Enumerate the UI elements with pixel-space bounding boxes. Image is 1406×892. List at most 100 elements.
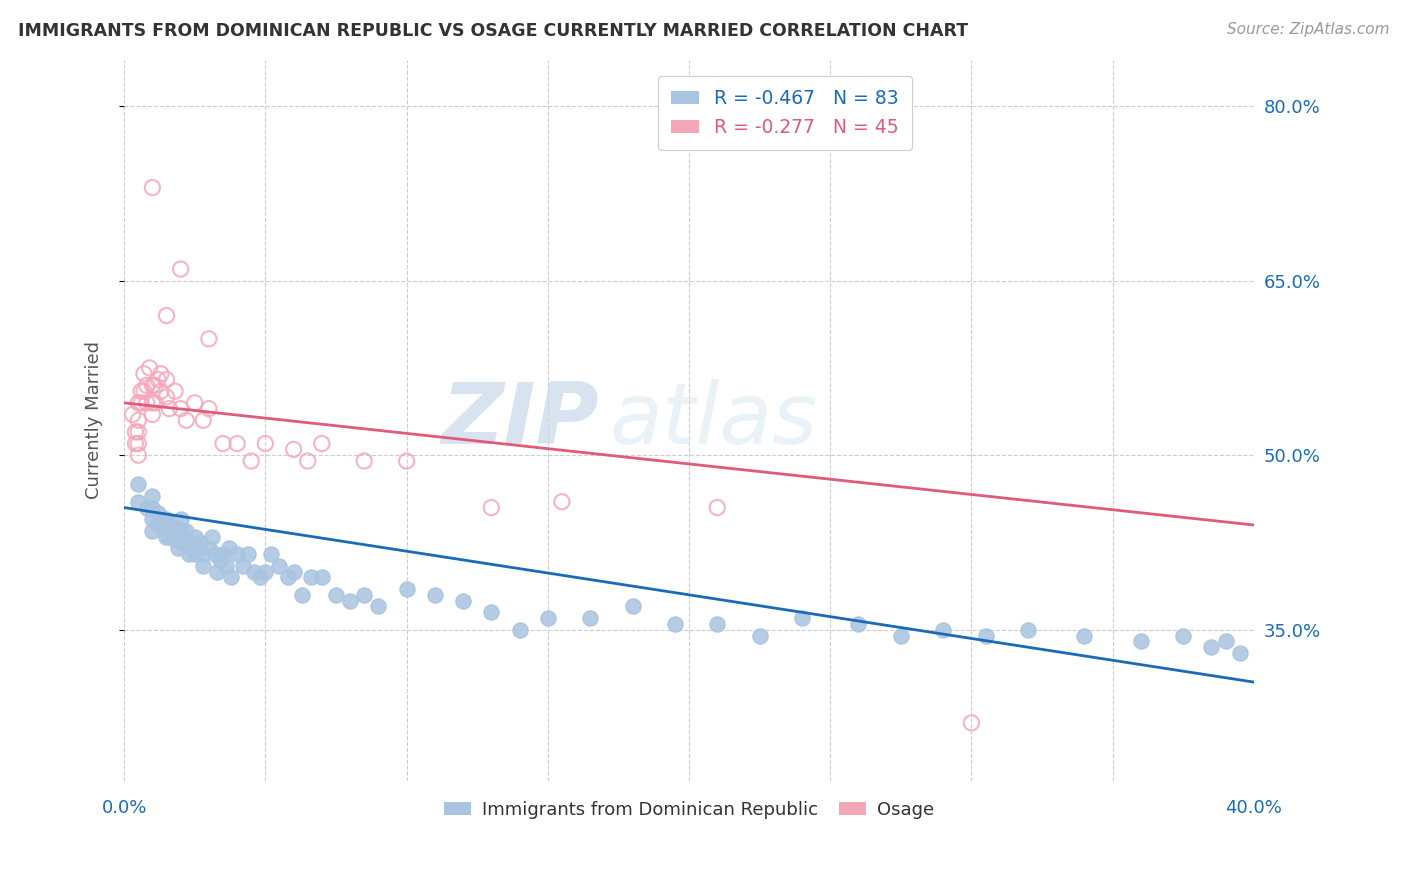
Text: ZIP: ZIP	[441, 379, 599, 462]
Point	[127, 413, 149, 427]
Point	[127, 425, 149, 439]
Point	[932, 623, 955, 637]
Point	[146, 507, 169, 521]
Point	[509, 623, 531, 637]
Point	[141, 396, 163, 410]
Point	[193, 413, 215, 427]
Legend: Immigrants from Dominican Republic, Osage: Immigrants from Dominican Republic, Osag…	[436, 794, 942, 826]
Point	[127, 396, 149, 410]
Point	[277, 570, 299, 584]
Point	[367, 599, 389, 614]
Point	[132, 367, 155, 381]
Point	[254, 436, 277, 450]
Point	[127, 494, 149, 508]
Point	[960, 715, 983, 730]
Point	[141, 489, 163, 503]
Point	[198, 541, 221, 556]
Point	[1215, 634, 1237, 648]
Point	[706, 616, 728, 631]
Point	[152, 512, 174, 526]
Point	[174, 413, 197, 427]
Point	[127, 448, 149, 462]
Point	[299, 570, 322, 584]
Point	[184, 547, 207, 561]
Point	[152, 524, 174, 538]
Point	[169, 524, 191, 538]
Point	[163, 384, 186, 399]
Point	[249, 570, 271, 584]
Point	[129, 384, 152, 399]
Point	[169, 512, 191, 526]
Point	[353, 588, 375, 602]
Point	[479, 605, 502, 619]
Point	[238, 547, 260, 561]
Point	[218, 541, 240, 556]
Point	[184, 530, 207, 544]
Point	[254, 565, 277, 579]
Point	[848, 616, 870, 631]
Point	[198, 401, 221, 416]
Point	[157, 518, 180, 533]
Point	[155, 520, 177, 534]
Y-axis label: Currently Married: Currently Married	[86, 342, 103, 500]
Point	[243, 565, 266, 579]
Point	[579, 611, 602, 625]
Text: 0.0%: 0.0%	[101, 799, 146, 817]
Point	[155, 512, 177, 526]
Point	[143, 378, 166, 392]
Point	[283, 565, 305, 579]
Point	[537, 611, 560, 625]
Point	[201, 530, 224, 544]
Point	[121, 408, 143, 422]
Point	[155, 373, 177, 387]
Point	[325, 588, 347, 602]
Point	[198, 332, 221, 346]
Point	[212, 547, 235, 561]
Point	[146, 373, 169, 387]
Point	[135, 500, 157, 515]
Point	[353, 454, 375, 468]
Point	[160, 524, 183, 538]
Point	[157, 401, 180, 416]
Point	[621, 599, 644, 614]
Point	[291, 588, 314, 602]
Point	[451, 593, 474, 607]
Point	[221, 570, 243, 584]
Point	[172, 530, 194, 544]
Point	[169, 535, 191, 549]
Point	[193, 558, 215, 573]
Point	[974, 629, 997, 643]
Point	[157, 530, 180, 544]
Point	[297, 454, 319, 468]
Point	[135, 396, 157, 410]
Point	[163, 532, 186, 546]
Point	[240, 454, 263, 468]
Point	[706, 500, 728, 515]
Text: Source: ZipAtlas.com: Source: ZipAtlas.com	[1226, 22, 1389, 37]
Point	[124, 436, 146, 450]
Point	[155, 390, 177, 404]
Point	[177, 547, 200, 561]
Point	[149, 367, 172, 381]
Point	[790, 611, 813, 625]
Point	[143, 396, 166, 410]
Point	[155, 309, 177, 323]
Point	[207, 565, 229, 579]
Point	[232, 558, 254, 573]
Point	[127, 477, 149, 491]
Point	[311, 570, 333, 584]
Point	[479, 500, 502, 515]
Point	[260, 547, 283, 561]
Point	[141, 500, 163, 515]
Point	[163, 520, 186, 534]
Point	[155, 530, 177, 544]
Point	[184, 396, 207, 410]
Point	[551, 494, 574, 508]
Point	[141, 408, 163, 422]
Point	[146, 518, 169, 533]
Point	[748, 629, 770, 643]
Point	[124, 425, 146, 439]
Point	[664, 616, 686, 631]
Point	[138, 360, 160, 375]
Point	[1173, 629, 1195, 643]
